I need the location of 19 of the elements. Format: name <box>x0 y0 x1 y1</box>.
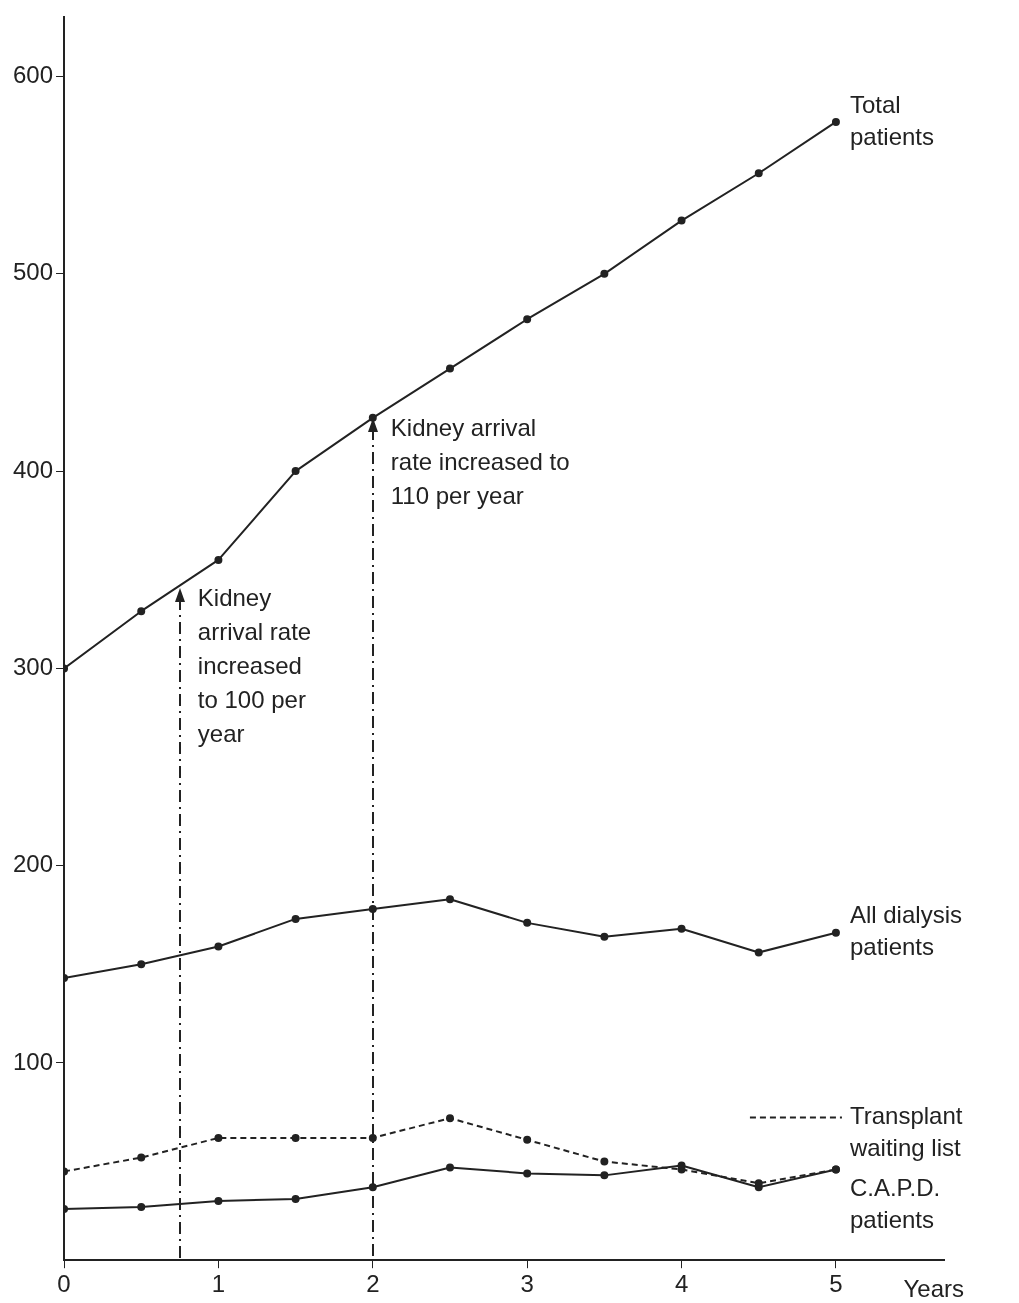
x-tick-label: 5 <box>829 1270 843 1298</box>
series-label: All dialysis patients <box>849 901 962 961</box>
y-tick-label: 400 <box>13 455 54 483</box>
annotation: Kidney arrival rate increased to 110 per year <box>390 414 570 510</box>
y-tick-label: 100 <box>13 1047 54 1075</box>
y-tick-label: 500 <box>13 258 54 286</box>
x-tick-label: 1 <box>211 1270 226 1298</box>
x-tick-label: 3 <box>520 1270 534 1298</box>
annotation: Kidney arrival rate increased to 100 per year <box>197 584 312 748</box>
x-tick-label: 2 <box>366 1270 380 1298</box>
y-tick-label: 600 <box>13 61 54 89</box>
x-axis-title: Years <box>903 1274 964 1302</box>
legend-label: Transplant waiting list <box>848 1102 963 1162</box>
series-label: C.A.P.D. patients <box>849 1174 941 1234</box>
x-tick-label: 0 <box>57 1270 71 1298</box>
x-tick-label: 4 <box>674 1270 689 1298</box>
y-tick-label: 300 <box>13 653 54 681</box>
series-label: Total patients <box>849 90 934 150</box>
y-tick-label: 200 <box>13 850 54 878</box>
